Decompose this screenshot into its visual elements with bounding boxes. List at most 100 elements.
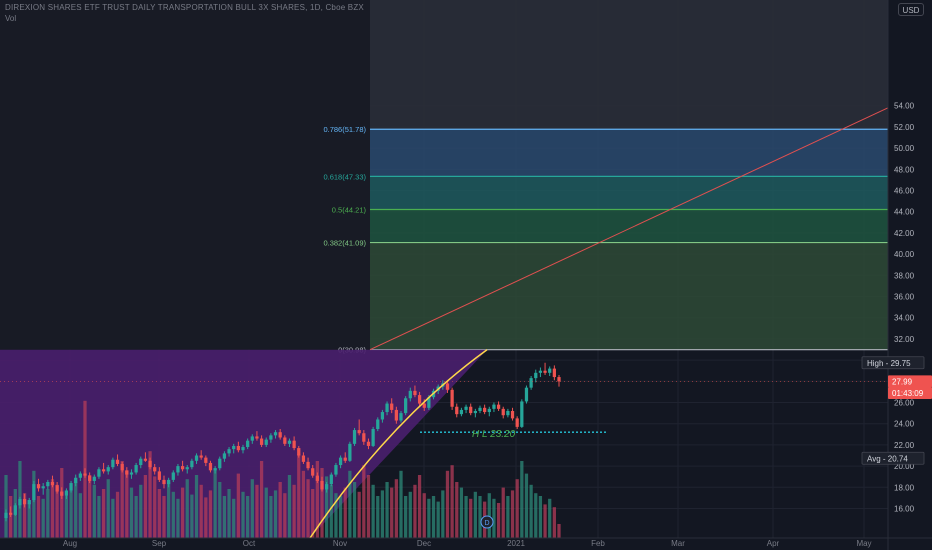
candle-body — [106, 467, 110, 472]
volume-bar — [329, 484, 333, 538]
drawings: H L 23.20 D — [0, 107, 889, 539]
y-tick-label: 32.00 — [894, 335, 915, 344]
fib-zone — [370, 242, 888, 350]
currency-button[interactable]: USD — [898, 3, 924, 16]
candle-body — [348, 443, 352, 461]
price-badge-text: High - 29.75 — [867, 359, 911, 368]
candle-body — [218, 458, 222, 469]
volume-bar — [450, 465, 454, 538]
volume-bar — [520, 461, 524, 538]
volume-bar — [459, 487, 464, 538]
volume-bar — [338, 496, 343, 538]
volume-bar — [194, 475, 199, 538]
y-tick-label: 16.00 — [894, 505, 915, 514]
fib-zone — [370, 176, 888, 210]
y-tick-label: 18.00 — [894, 483, 915, 492]
volume-bar — [278, 482, 282, 538]
volume-bar — [171, 491, 175, 538]
candle-body — [320, 480, 324, 490]
volume-bar — [74, 482, 78, 538]
volume-bar — [501, 487, 505, 538]
dividend-marker-label: D — [484, 520, 489, 527]
candle-body — [69, 483, 73, 491]
candle-body — [92, 476, 96, 481]
x-tick-label: Feb — [591, 539, 605, 548]
volume-bar — [371, 484, 375, 538]
candle-body — [171, 472, 175, 480]
candle-body — [64, 490, 69, 496]
volume-bar — [510, 490, 515, 538]
y-tick-label: 38.00 — [894, 271, 915, 280]
volume-bar — [334, 493, 338, 538]
y-tick-label: 46.00 — [894, 187, 915, 196]
x-tick-label: Aug — [63, 539, 77, 548]
volume-bar — [431, 496, 436, 538]
candle-body — [413, 390, 417, 396]
volume-bar — [534, 493, 538, 538]
y-tick-label: 50.00 — [894, 144, 915, 153]
volume-bar — [64, 496, 69, 538]
candle-body — [129, 472, 134, 475]
trend-curve-yellow — [309, 349, 488, 539]
volume-bar — [259, 461, 264, 538]
volume-bar — [148, 451, 152, 538]
volume-bar — [445, 470, 450, 538]
candle-body — [287, 440, 292, 444]
candle-body — [4, 512, 8, 519]
candle-body — [115, 459, 120, 464]
candle-body — [380, 412, 385, 420]
volume-bar — [106, 479, 110, 538]
volume-bar — [301, 470, 306, 538]
volume-bar — [380, 490, 385, 538]
candle-body — [148, 460, 152, 468]
candle-body — [543, 370, 547, 373]
volume-bar — [422, 493, 426, 538]
trend-line-red — [369, 107, 889, 351]
volume-bar — [190, 494, 194, 538]
candle-body — [548, 368, 552, 373]
volume-bar — [492, 498, 496, 538]
chart-title: DIREXION SHARES ETF TRUST DAILY TRANSPOR… — [5, 3, 364, 12]
volume-bar — [139, 484, 143, 538]
x-tick-label: Apr — [767, 539, 780, 548]
candle-body — [417, 395, 422, 404]
candle-body — [194, 455, 199, 461]
y-tick-label: 22.00 — [894, 441, 915, 450]
volume-bar — [250, 479, 254, 538]
volume-bar — [404, 496, 408, 538]
price-badge-text: 01:43:09 — [892, 389, 924, 398]
candle-body — [362, 433, 366, 442]
candle-body — [162, 479, 166, 485]
volume-bar — [478, 496, 482, 538]
volume-bar — [55, 484, 59, 538]
price-badge-text: 27.99 — [892, 377, 913, 386]
candle-body — [524, 387, 529, 402]
candle-body — [404, 398, 408, 414]
volume-bar — [362, 465, 366, 538]
price-badge-text: Avg - 20.74 — [867, 454, 908, 463]
volume-bar — [473, 491, 477, 538]
x-tick-label: Sep — [152, 539, 167, 548]
volume-bar — [394, 479, 398, 538]
volume-bar — [357, 491, 361, 538]
candle-body — [292, 440, 296, 449]
candle-body — [46, 482, 50, 487]
candle-body — [371, 429, 375, 446]
candle-body — [36, 484, 41, 489]
volume-bar — [27, 503, 31, 538]
candle-body — [246, 440, 250, 448]
volume-bar — [222, 496, 227, 538]
price-badges: High - 29.75 27.99 01:43:09 Avg - 20.74 — [861, 356, 932, 465]
y-tick-label: 34.00 — [894, 314, 915, 323]
volume-bar — [129, 487, 134, 538]
candle-body — [55, 485, 59, 492]
y-tick-label: 26.00 — [894, 399, 915, 408]
volume-bar — [111, 498, 115, 538]
candle-body — [408, 390, 412, 399]
volume-bar — [32, 470, 36, 538]
volume-bar — [78, 493, 82, 538]
volume-bar — [315, 461, 319, 538]
x-tick-label: Oct — [243, 539, 256, 548]
